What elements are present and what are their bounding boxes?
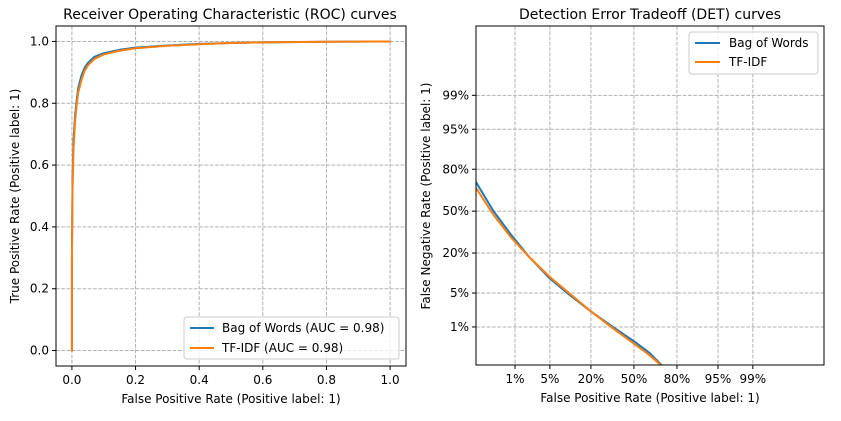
roc-x-tick-label: 0.0	[62, 373, 81, 387]
det-x-tick-label: 99%	[739, 372, 766, 386]
roc-y-tick-label: 0.8	[30, 96, 49, 110]
roc-y-tick-label: 0.4	[30, 220, 49, 234]
det-y-tick-label: 5%	[450, 286, 469, 300]
roc-chart: Receiver Operating Characteristic (ROC) …	[8, 7, 407, 406]
det-ticks: 1% 5% 20% 50% 80% 95% 99% 1% 5% 20% 50% 80% 95% 99%	[442, 88, 766, 386]
roc-ticks: 0.0 0.2 0.4 0.6 0.8 1.0 0.0 0.2 0.4 0.6 0.8 1.0	[30, 34, 400, 387]
roc-x-tick-label: 0.6	[253, 373, 272, 387]
roc-x-tick-label: 1.0	[381, 373, 400, 387]
det-y-tick-label: 99%	[442, 88, 469, 102]
det-y-tick-label: 80%	[442, 162, 469, 176]
det-title: Detection Error Tradeoff (DET) curves	[519, 7, 781, 23]
roc-grid	[56, 26, 406, 366]
det-x-tick-label: 95%	[705, 372, 732, 386]
roc-y-tick-label: 0.2	[30, 282, 49, 296]
det-grid	[476, 26, 824, 365]
roc-plot-frame	[55, 25, 407, 367]
det-y-tick-label: 95%	[442, 122, 469, 136]
roc-x-tick-label: 0.2	[126, 373, 145, 387]
det-plot-frame	[475, 25, 825, 366]
det-x-tick-label: 80%	[664, 372, 691, 386]
det-x-tick-label: 5%	[540, 372, 559, 386]
det-series-bag-of-words-line	[476, 180, 663, 365]
roc-y-tick-label: 0.6	[30, 158, 49, 172]
det-series-group	[476, 180, 663, 365]
det-legend: Bag of Words TF-IDF	[688, 31, 819, 75]
roc-x-axis-label: False Positive Rate (Positive label: 1)	[121, 392, 340, 406]
det-y-tick-label: 1%	[450, 320, 469, 334]
det-y-tick-label: 20%	[442, 246, 469, 260]
det-y-tick-label: 50%	[442, 204, 469, 218]
roc-legend-label-bag-of-words: Bag of Words (AUC = 0.98)	[222, 321, 384, 335]
det-series-tf-idf-line	[476, 186, 663, 365]
det-x-axis-label: False Positive Rate (Positive label: 1)	[540, 391, 759, 405]
det-chart: Detection Error Tradeoff (DET) curves 1%…	[419, 7, 825, 405]
det-x-tick-label: 20%	[578, 372, 605, 386]
det-x-tick-label: 50%	[621, 372, 648, 386]
det-y-axis-label: False Negative Rate (Positive label: 1)	[419, 83, 433, 310]
roc-legend-label-tf-idf: TF-IDF (AUC = 0.98)	[221, 341, 343, 355]
roc-y-tick-label: 0.0	[30, 344, 49, 358]
det-x-tick-label: 1%	[506, 372, 525, 386]
det-legend-box	[688, 31, 819, 75]
roc-series-group	[70, 40, 392, 352]
roc-legend-box	[183, 316, 400, 360]
det-legend-label-bag-of-words: Bag of Words	[729, 36, 809, 50]
det-legend-label-tf-idf: TF-IDF	[728, 55, 767, 69]
roc-title: Receiver Operating Characteristic (ROC) …	[63, 7, 397, 23]
roc-series-bag-of-words-line	[70, 40, 392, 352]
roc-x-tick-label: 0.4	[190, 373, 209, 387]
roc-legend: Bag of Words (AUC = 0.98) TF-IDF (AUC = …	[183, 316, 400, 360]
roc-y-axis-label: True Positive Rate (Positive label: 1)	[8, 89, 22, 305]
roc-series-tf-idf-line	[70, 40, 392, 352]
roc-y-tick-label: 1.0	[30, 34, 49, 48]
roc-x-tick-label: 0.8	[317, 373, 336, 387]
